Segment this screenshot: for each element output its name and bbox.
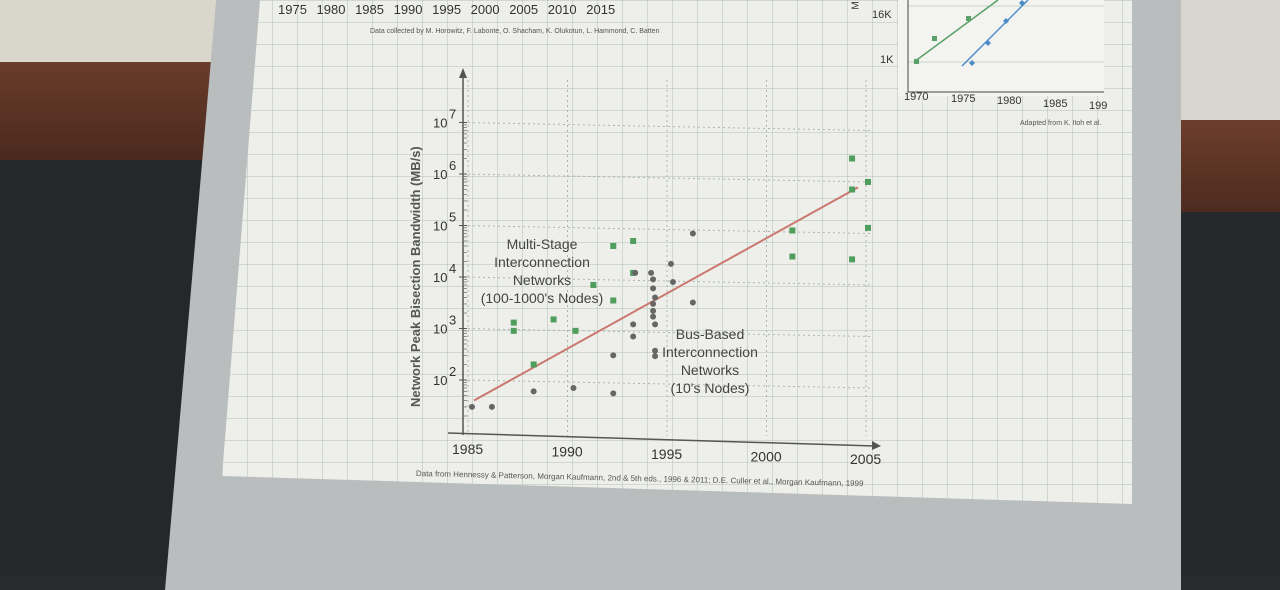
bus-based-point xyxy=(652,321,659,328)
multi-stage-annotation: Multi-Stage Interconnection Networks (10… xyxy=(472,235,612,307)
x-tick-label: 1985 xyxy=(452,441,483,457)
bus-based-point xyxy=(610,352,617,359)
y-tick-exponent: 7 xyxy=(449,107,456,122)
x-tick-label: 2000 xyxy=(751,449,782,465)
bus-based-point xyxy=(650,313,657,320)
inset-xtick: 1985 xyxy=(1043,98,1068,110)
annotation-line: (100-1000's Nodes) xyxy=(480,290,604,306)
bus-based-point xyxy=(630,333,637,340)
inset-green-point xyxy=(914,59,919,64)
annotation-line: (10's Nodes) xyxy=(670,380,750,396)
multi-stage-point xyxy=(530,361,537,368)
y-tick-label: 10 xyxy=(433,270,447,285)
bus-based-annotation: Bus-Based Interconnection Networks (10's… xyxy=(650,325,770,397)
y-tick-label: 10 xyxy=(433,322,447,337)
annotation-line: Interconnection xyxy=(662,344,758,360)
wood-ledge-left xyxy=(0,62,220,160)
inset-blue-point xyxy=(1003,18,1009,24)
inset-ytick: 1K xyxy=(880,54,894,66)
multi-stage-point xyxy=(849,155,856,162)
inset-xtick: 1980 xyxy=(997,95,1022,107)
multi-stage-point xyxy=(610,242,617,249)
bus-based-point xyxy=(630,321,637,328)
inset-blue-point xyxy=(1019,0,1025,6)
bus-based-point xyxy=(650,300,657,307)
annotation-line: Networks xyxy=(512,272,572,288)
inset-ytick: 16K xyxy=(872,9,892,21)
bus-based-point xyxy=(689,230,696,237)
inset-blue-point xyxy=(985,40,991,46)
inset-green-point xyxy=(932,36,937,41)
x-tick-label: 1995 xyxy=(651,446,682,462)
multi-stage-point xyxy=(864,224,871,231)
bus-based-point xyxy=(667,260,674,267)
y-tick-exponent: 6 xyxy=(449,158,456,173)
multi-stage-point xyxy=(510,319,517,326)
bus-based-point xyxy=(652,294,659,301)
bus-based-point xyxy=(488,403,495,410)
y-axis-arrow xyxy=(459,68,467,78)
y-axis-title: Network Peak Bisection Bandwidth (MB/s) xyxy=(408,146,423,407)
multi-stage-point xyxy=(864,178,871,185)
bus-based-point xyxy=(648,269,655,276)
y-tick-label: 10 xyxy=(433,219,447,234)
y-tick-label: 10 xyxy=(433,373,447,388)
bus-based-point xyxy=(689,299,696,306)
y-tick-exponent: 4 xyxy=(449,261,456,276)
bus-based-point xyxy=(650,307,657,314)
annotation-line: Networks xyxy=(680,362,740,378)
trend-line xyxy=(473,186,859,402)
multi-stage-point xyxy=(510,327,517,334)
top-chart-credit: Data collected by M. Horowitz, F. Labont… xyxy=(370,28,660,35)
bus-based-point xyxy=(652,353,659,360)
inset-blue-line xyxy=(961,0,1029,67)
x-tick-label: 2005 xyxy=(850,451,881,467)
inset-xtick: 1975 xyxy=(951,93,976,105)
multi-stage-point xyxy=(849,256,856,263)
inset-green-line xyxy=(913,0,999,63)
multi-stage-point xyxy=(789,227,796,234)
multi-stage-point xyxy=(630,238,637,245)
multi-stage-point xyxy=(789,253,796,260)
x-tick-label: 1990 xyxy=(552,444,583,460)
multi-stage-point xyxy=(590,281,597,288)
top-chart-year-labels: 1975 1980 1985 1990 1995 2000 2005 2010 … xyxy=(278,2,616,17)
bus-based-point xyxy=(650,285,657,292)
bus-based-point xyxy=(652,347,659,354)
y-tick-exponent: 2 xyxy=(449,364,456,379)
y-tick-label: 10 xyxy=(433,167,447,182)
bus-based-point xyxy=(669,278,676,285)
bus-based-point xyxy=(468,403,475,410)
wall-left xyxy=(0,0,220,68)
annotation-line: Bus-Based xyxy=(675,326,745,342)
chart-gridlines xyxy=(462,80,871,436)
multi-stage-point xyxy=(550,316,557,323)
y-tick-exponent: 3 xyxy=(449,313,456,328)
y-tick-label: 10 xyxy=(433,116,447,131)
inset-chart-plot xyxy=(907,0,1104,93)
inset-xtick: 199 xyxy=(1089,100,1108,112)
annotation-line: Interconnection xyxy=(494,254,590,270)
data-points xyxy=(468,155,871,410)
bus-based-point xyxy=(632,269,639,276)
inset-xtick: 1970 xyxy=(904,91,929,103)
annotation-line: Multi-Stage xyxy=(506,236,578,252)
inset-green-point xyxy=(966,16,971,21)
multi-stage-point xyxy=(849,186,856,193)
multi-stage-point xyxy=(572,327,579,334)
bus-based-point xyxy=(530,388,537,395)
multi-stage-point xyxy=(610,297,617,304)
bus-based-point xyxy=(610,390,617,397)
inset-blue-point xyxy=(969,60,975,66)
inset-credit: Adapted from K. Itoh et al. xyxy=(1020,120,1102,127)
x-axis xyxy=(447,432,876,447)
x-ticks: 1985 1990 1995 2000 2005 xyxy=(452,441,881,467)
inset-chart xyxy=(898,0,1104,96)
bus-based-point xyxy=(570,384,577,391)
bus-based-point xyxy=(650,276,657,283)
x-axis-arrow xyxy=(872,441,881,450)
y-tick-exponent: 5 xyxy=(449,210,456,225)
